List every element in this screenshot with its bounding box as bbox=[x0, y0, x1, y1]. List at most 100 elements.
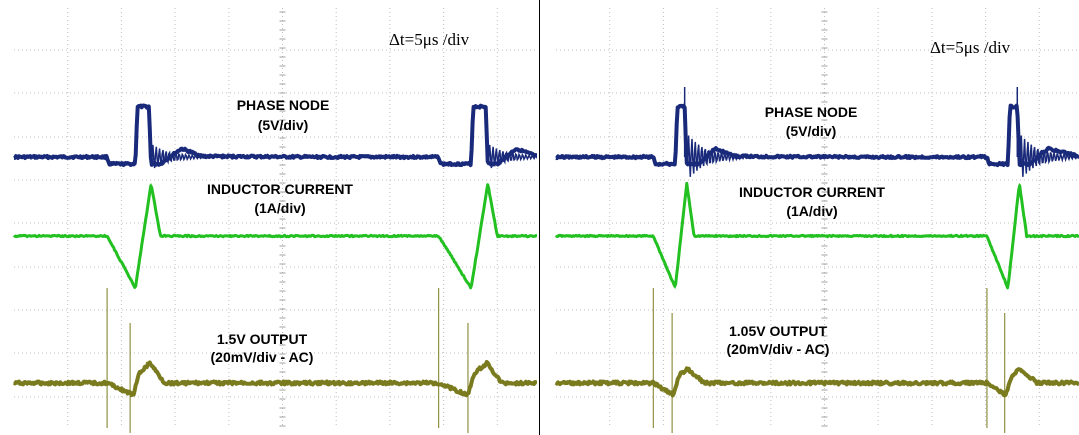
trace-point bbox=[485, 106, 487, 108]
trace-point bbox=[180, 148, 182, 150]
trace-point bbox=[106, 235, 108, 237]
trace-point bbox=[164, 382, 166, 384]
inductor-current-scale: (1A/div) bbox=[254, 200, 305, 216]
plot-background bbox=[0, 0, 537, 435]
trace-point bbox=[686, 163, 688, 165]
trace-point bbox=[1005, 394, 1007, 396]
trace-point bbox=[134, 163, 136, 165]
trace-point bbox=[470, 163, 472, 165]
trace-phase-node bbox=[13, 103, 537, 168]
trace-point bbox=[13, 382, 15, 384]
scope-left: Δt=5μs /div PHASE NODE (5V/div) INDUCTOR… bbox=[0, 0, 537, 435]
trace-point bbox=[687, 368, 689, 370]
trace-point bbox=[986, 156, 988, 158]
traces bbox=[12, 103, 537, 433]
trace-point bbox=[555, 382, 557, 384]
trace-point bbox=[1036, 382, 1038, 384]
phase-node-title: PHASE NODE bbox=[237, 97, 330, 113]
trace-point bbox=[654, 163, 656, 165]
timebase-label: Δt=5μs /div bbox=[930, 38, 1011, 57]
timebase-label: Δt=5μs /div bbox=[389, 30, 470, 49]
trace-point bbox=[652, 235, 654, 237]
trace-point bbox=[848, 156, 850, 158]
trace-1-5v-output bbox=[12, 360, 537, 398]
trace-inductor-current bbox=[554, 181, 1079, 290]
trace-point bbox=[1018, 163, 1020, 165]
trace-point bbox=[555, 235, 557, 237]
trace-point bbox=[473, 372, 475, 374]
phase-node-title: PHASE NODE bbox=[765, 104, 858, 120]
trace-point bbox=[438, 156, 440, 158]
trace-point bbox=[440, 163, 442, 165]
trace-point bbox=[106, 156, 108, 158]
trace-point bbox=[1019, 368, 1021, 370]
inductor-current-title: INDUCTOR CURRENT bbox=[739, 184, 885, 200]
output-scale: (20mV/div - AC) bbox=[211, 349, 314, 365]
scope-right: Δt=5μs /div PHASE NODE (5V/div) INDUCTOR… bbox=[542, 0, 1079, 435]
trace-point bbox=[470, 287, 472, 289]
trace-point bbox=[138, 372, 141, 374]
phase-node-scale: (5V/div) bbox=[258, 117, 309, 133]
grid bbox=[14, 8, 535, 427]
trace-point bbox=[1009, 106, 1011, 108]
trace-point bbox=[988, 163, 990, 165]
output-title: 1.5V OUTPUT bbox=[217, 331, 308, 347]
trace-point bbox=[1018, 183, 1020, 185]
output-scale: (20mV/div - AC) bbox=[727, 341, 830, 357]
trace-point bbox=[678, 374, 680, 376]
trace-point bbox=[108, 163, 110, 165]
trace-point bbox=[686, 183, 688, 185]
ringing bbox=[687, 135, 755, 177]
plot-background bbox=[542, 0, 1079, 435]
trace-1-05v-output bbox=[554, 366, 1079, 398]
trace-point bbox=[674, 163, 676, 165]
panel-divider-line bbox=[539, 0, 540, 435]
trace-point bbox=[13, 235, 15, 237]
ringing bbox=[151, 144, 219, 169]
trace-point bbox=[986, 235, 988, 237]
trace-point bbox=[134, 287, 136, 289]
trace-point bbox=[487, 183, 489, 185]
trace-point bbox=[132, 394, 134, 396]
trace-point bbox=[703, 382, 706, 384]
trace-point bbox=[496, 235, 498, 237]
trace-point bbox=[438, 235, 440, 237]
trace-point bbox=[714, 148, 716, 150]
trace-point bbox=[486, 362, 488, 364]
trace-point bbox=[1007, 163, 1009, 165]
ringing bbox=[488, 144, 537, 169]
trace-inductor-current bbox=[12, 183, 537, 290]
inductor-current-scale: (1A/div) bbox=[786, 203, 837, 219]
trace-point bbox=[676, 106, 678, 108]
trace-point bbox=[136, 106, 138, 108]
trace-point bbox=[652, 156, 654, 158]
trace-point bbox=[487, 163, 489, 165]
trace-point bbox=[555, 156, 557, 158]
trace-point bbox=[150, 163, 152, 165]
trace-point bbox=[410, 156, 413, 158]
trace-phase-node bbox=[555, 103, 1079, 168]
trace-point bbox=[674, 287, 676, 289]
trace-point bbox=[148, 106, 150, 108]
traces bbox=[554, 87, 1079, 433]
inductor-current-title: INDUCTOR CURRENT bbox=[207, 181, 353, 197]
output-title: 1.05V OUTPUT bbox=[729, 323, 827, 339]
trace-point bbox=[672, 394, 674, 396]
ringing bbox=[1019, 135, 1079, 177]
scope-left-plot: Δt=5μs /div PHASE NODE (5V/div) INDUCTOR… bbox=[0, 0, 537, 435]
scope-right-plot: Δt=5μs /div PHASE NODE (5V/div) INDUCTOR… bbox=[542, 0, 1079, 435]
trace-point bbox=[306, 156, 308, 158]
trace-point bbox=[1007, 287, 1009, 289]
trace-point bbox=[500, 382, 502, 384]
trace-point bbox=[693, 235, 695, 237]
trace-point bbox=[536, 382, 537, 384]
trace-point bbox=[1047, 148, 1049, 150]
trace-point bbox=[13, 156, 15, 158]
trace-point bbox=[159, 235, 161, 237]
trace-point bbox=[1011, 374, 1013, 376]
trace-point bbox=[515, 148, 517, 150]
trace-point bbox=[149, 362, 151, 364]
trace-point bbox=[150, 183, 152, 185]
phase-node-scale: (5V/div) bbox=[786, 123, 837, 139]
trace-point bbox=[536, 235, 537, 237]
